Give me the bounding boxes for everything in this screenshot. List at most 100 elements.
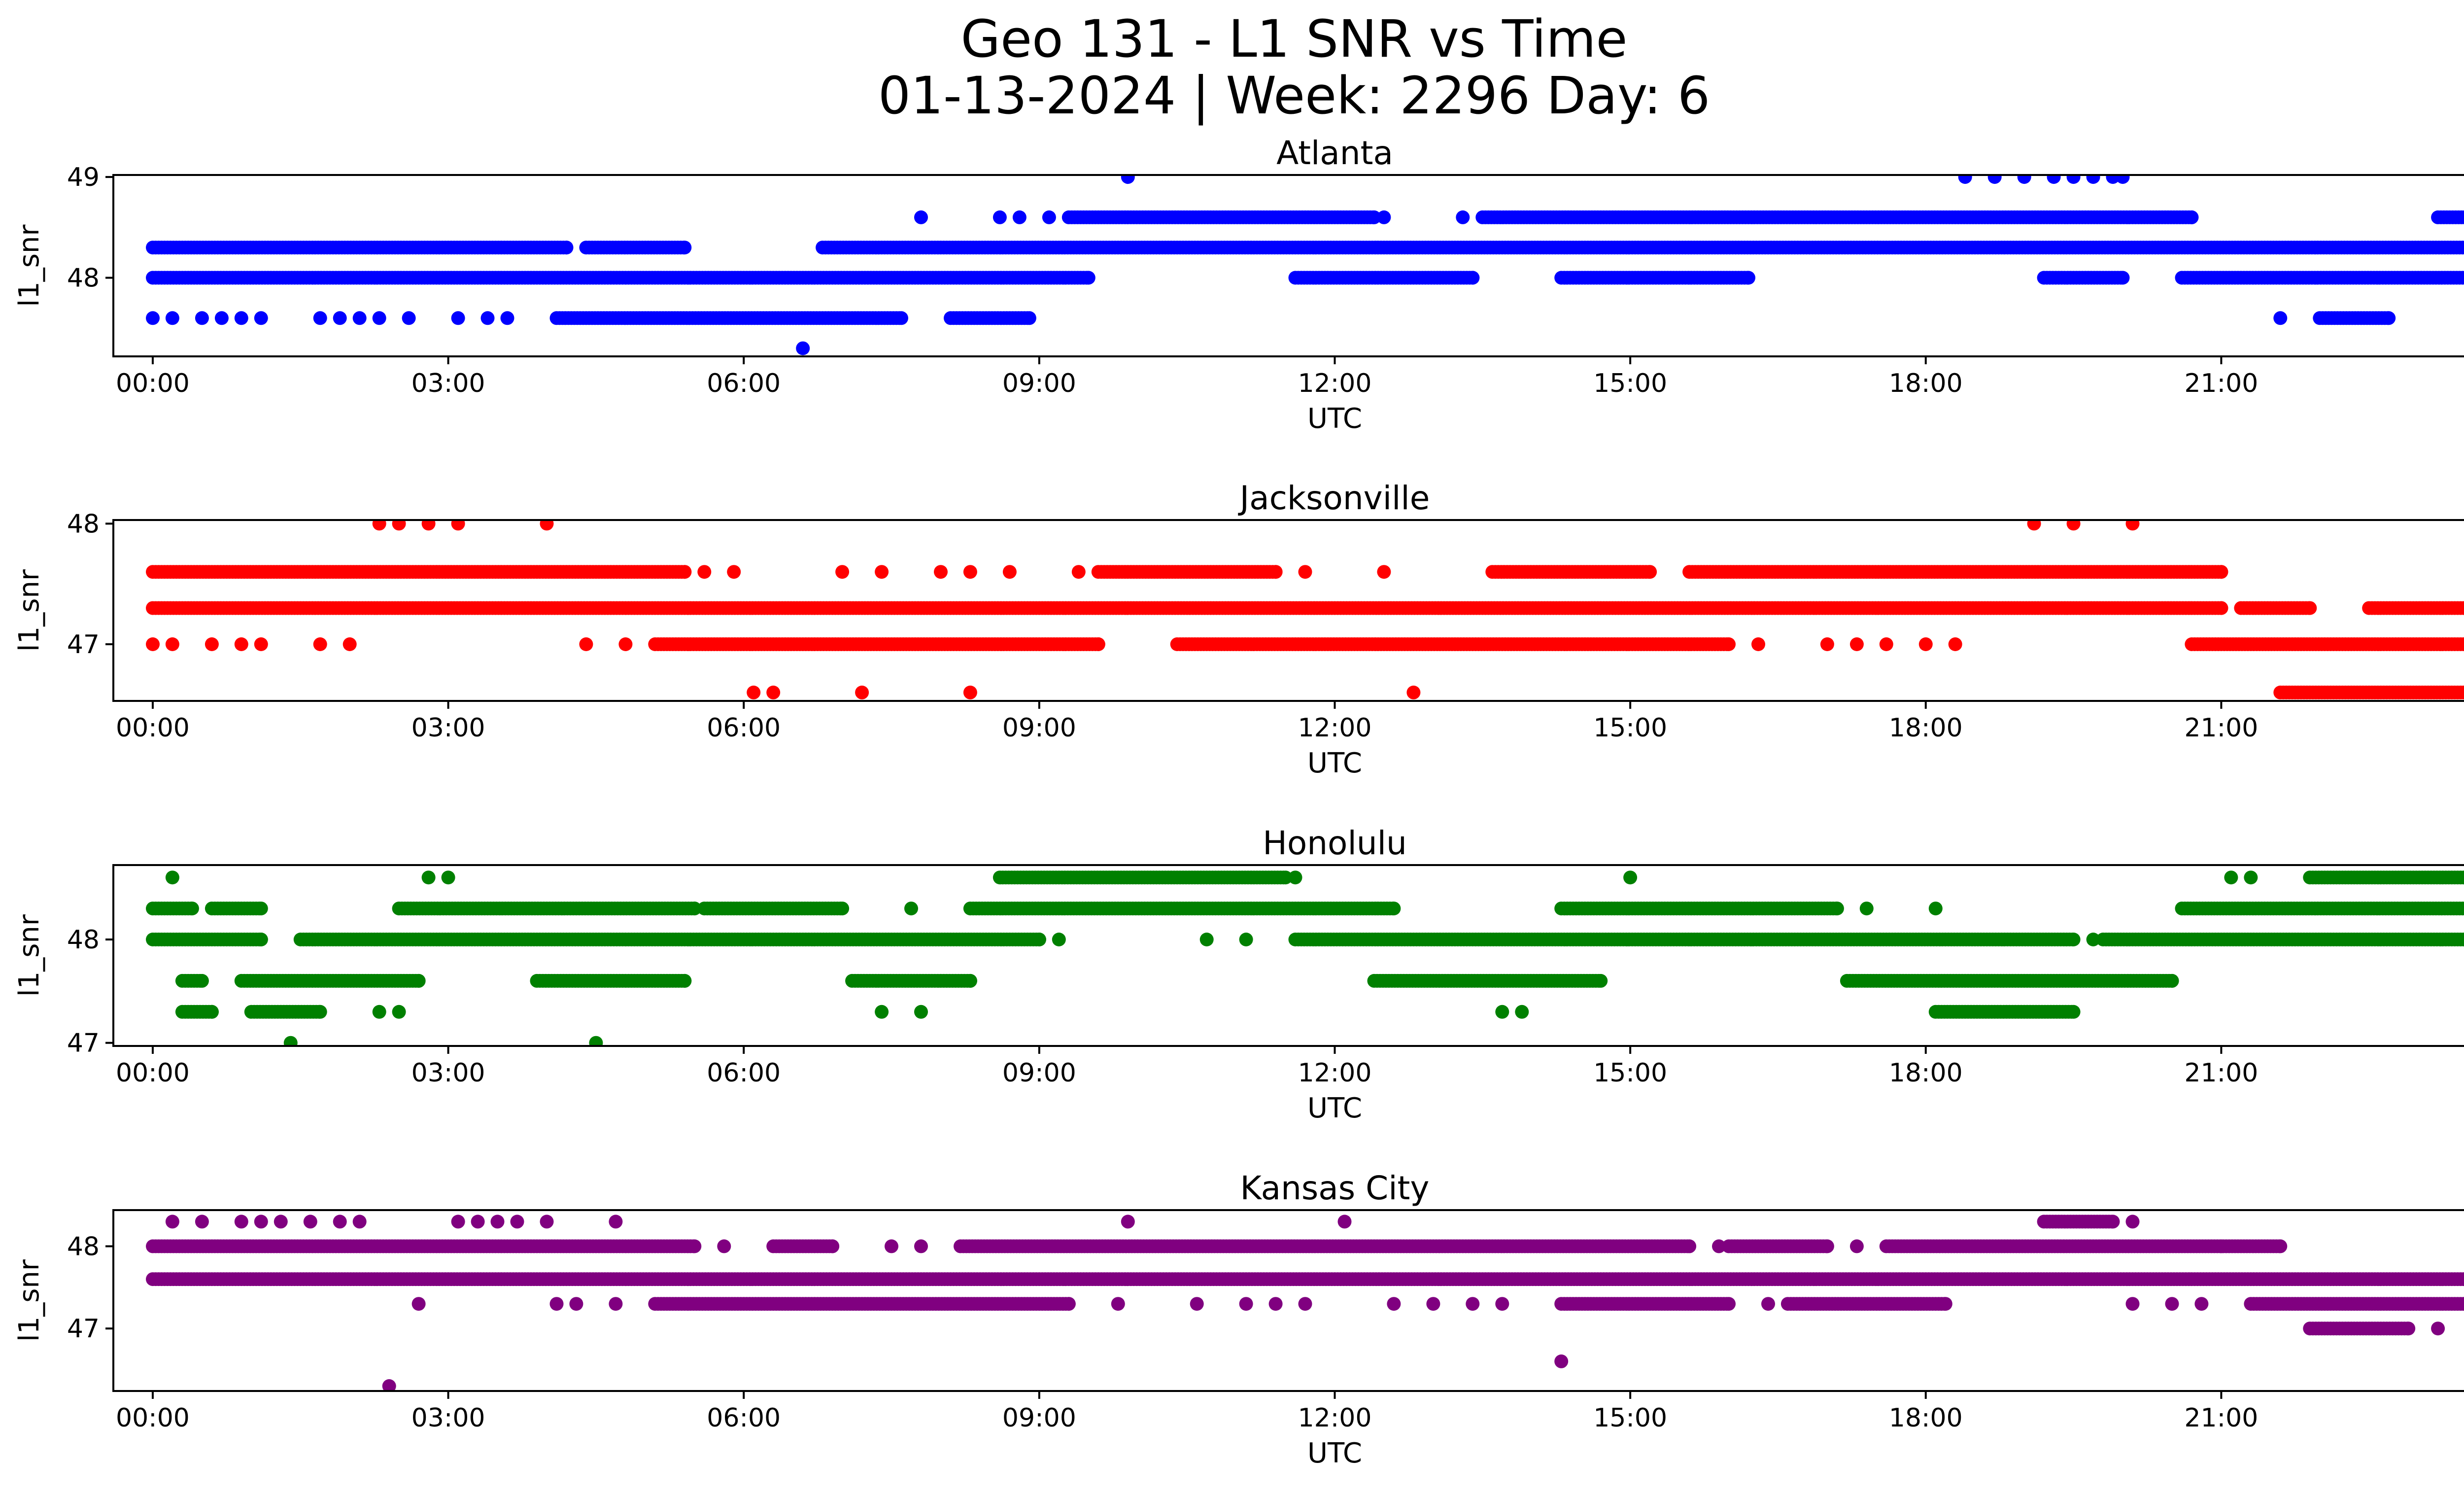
data-point — [894, 311, 908, 325]
data-point — [165, 637, 179, 651]
data-point — [392, 520, 406, 531]
data-point — [855, 685, 869, 699]
y-axis-label: l1_snr — [13, 224, 45, 307]
data-point — [2214, 601, 2228, 615]
data-point — [480, 311, 495, 325]
data-point — [1948, 637, 1962, 651]
data-point — [687, 902, 702, 916]
data-point — [2462, 903, 2464, 914]
data-point — [2047, 175, 2061, 184]
data-point — [2116, 271, 2130, 285]
x-tick-label: 18:00 — [1889, 713, 1963, 743]
data-point — [451, 311, 465, 325]
x-tick-label: 03:00 — [411, 713, 485, 743]
data-point — [2463, 688, 2464, 697]
data-point — [875, 565, 889, 579]
data-point — [165, 311, 179, 325]
data-point — [146, 311, 160, 325]
y-tick-label: 47 — [67, 630, 100, 660]
x-tick-label: 00:00 — [116, 369, 190, 398]
data-point — [1002, 565, 1017, 579]
data-point — [1643, 565, 1657, 579]
data-point — [1298, 565, 1312, 579]
data-point — [2066, 175, 2081, 184]
panel-title: Honolulu — [1263, 824, 1407, 862]
data-point — [1012, 210, 1027, 224]
data-point — [1081, 271, 1095, 285]
panel-title: Atlanta — [1276, 134, 1393, 172]
data-point — [1722, 637, 1736, 651]
data-point — [1849, 637, 1864, 651]
data-point — [195, 311, 209, 325]
data-point — [146, 637, 160, 651]
data-point — [1879, 637, 1893, 651]
data-point — [214, 311, 229, 325]
data-point — [2460, 637, 2464, 651]
data-point — [747, 685, 761, 699]
x-tick-label: 06:00 — [707, 713, 781, 743]
data-point — [333, 311, 347, 325]
data-point — [579, 637, 593, 651]
data-point — [2273, 311, 2288, 325]
data-point — [234, 637, 248, 651]
data-point — [2066, 933, 2081, 946]
data-point — [697, 565, 712, 579]
figure-title-line2: 01-13-2024 | Week: 2296 Day: 6 — [878, 66, 1710, 126]
data-point — [992, 210, 1007, 224]
data-series — [146, 520, 2464, 699]
x-tick-label: 18:00 — [1889, 369, 1963, 398]
data-point — [1742, 271, 1755, 285]
data-point — [1958, 175, 1972, 184]
data-point — [1820, 637, 1834, 651]
x-tick-label: 00:00 — [116, 713, 190, 743]
x-tick-label: 15:00 — [1593, 369, 1667, 398]
x-tick-label: 12:00 — [1298, 369, 1372, 398]
data-point — [2125, 520, 2140, 531]
data-point — [1377, 210, 1391, 224]
data-point — [313, 311, 327, 325]
data-point — [1387, 902, 1401, 916]
data-point — [205, 637, 219, 651]
data-point — [185, 902, 199, 916]
data-point — [618, 637, 633, 651]
data-point — [678, 565, 692, 579]
panel-title: Jacksonville — [1238, 479, 1430, 517]
data-point — [2463, 604, 2464, 613]
data-point — [2460, 601, 2464, 615]
data-point — [313, 637, 327, 651]
data-point — [2066, 520, 2081, 531]
x-tick-label: 15:00 — [1593, 713, 1667, 743]
data-series — [146, 175, 2464, 355]
x-tick-label: 21:00 — [2184, 369, 2258, 398]
data-point — [372, 311, 386, 325]
data-series — [146, 870, 2464, 1046]
data-point — [1268, 565, 1283, 579]
data-point — [835, 565, 850, 579]
data-point — [2017, 175, 2031, 184]
data-point — [678, 241, 692, 255]
data-point — [254, 637, 268, 651]
data-point — [342, 637, 357, 651]
data-point — [421, 520, 436, 531]
data-point — [835, 902, 850, 916]
data-point — [727, 565, 741, 579]
data-point — [2303, 601, 2317, 615]
x-axis-label: UTC — [1307, 403, 1362, 435]
x-tick-label: 21:00 — [2184, 713, 2258, 743]
data-point — [1022, 311, 1036, 325]
data-point — [1377, 565, 1391, 579]
data-point — [540, 520, 554, 531]
data-point — [1456, 210, 1470, 224]
data-point — [1918, 637, 1933, 651]
data-point — [2214, 565, 2228, 579]
data-point — [796, 341, 810, 355]
data-point — [1032, 933, 1046, 946]
data-point — [2116, 175, 2130, 184]
data-point — [234, 311, 248, 325]
data-point — [1751, 637, 1765, 651]
data-point — [372, 520, 386, 531]
